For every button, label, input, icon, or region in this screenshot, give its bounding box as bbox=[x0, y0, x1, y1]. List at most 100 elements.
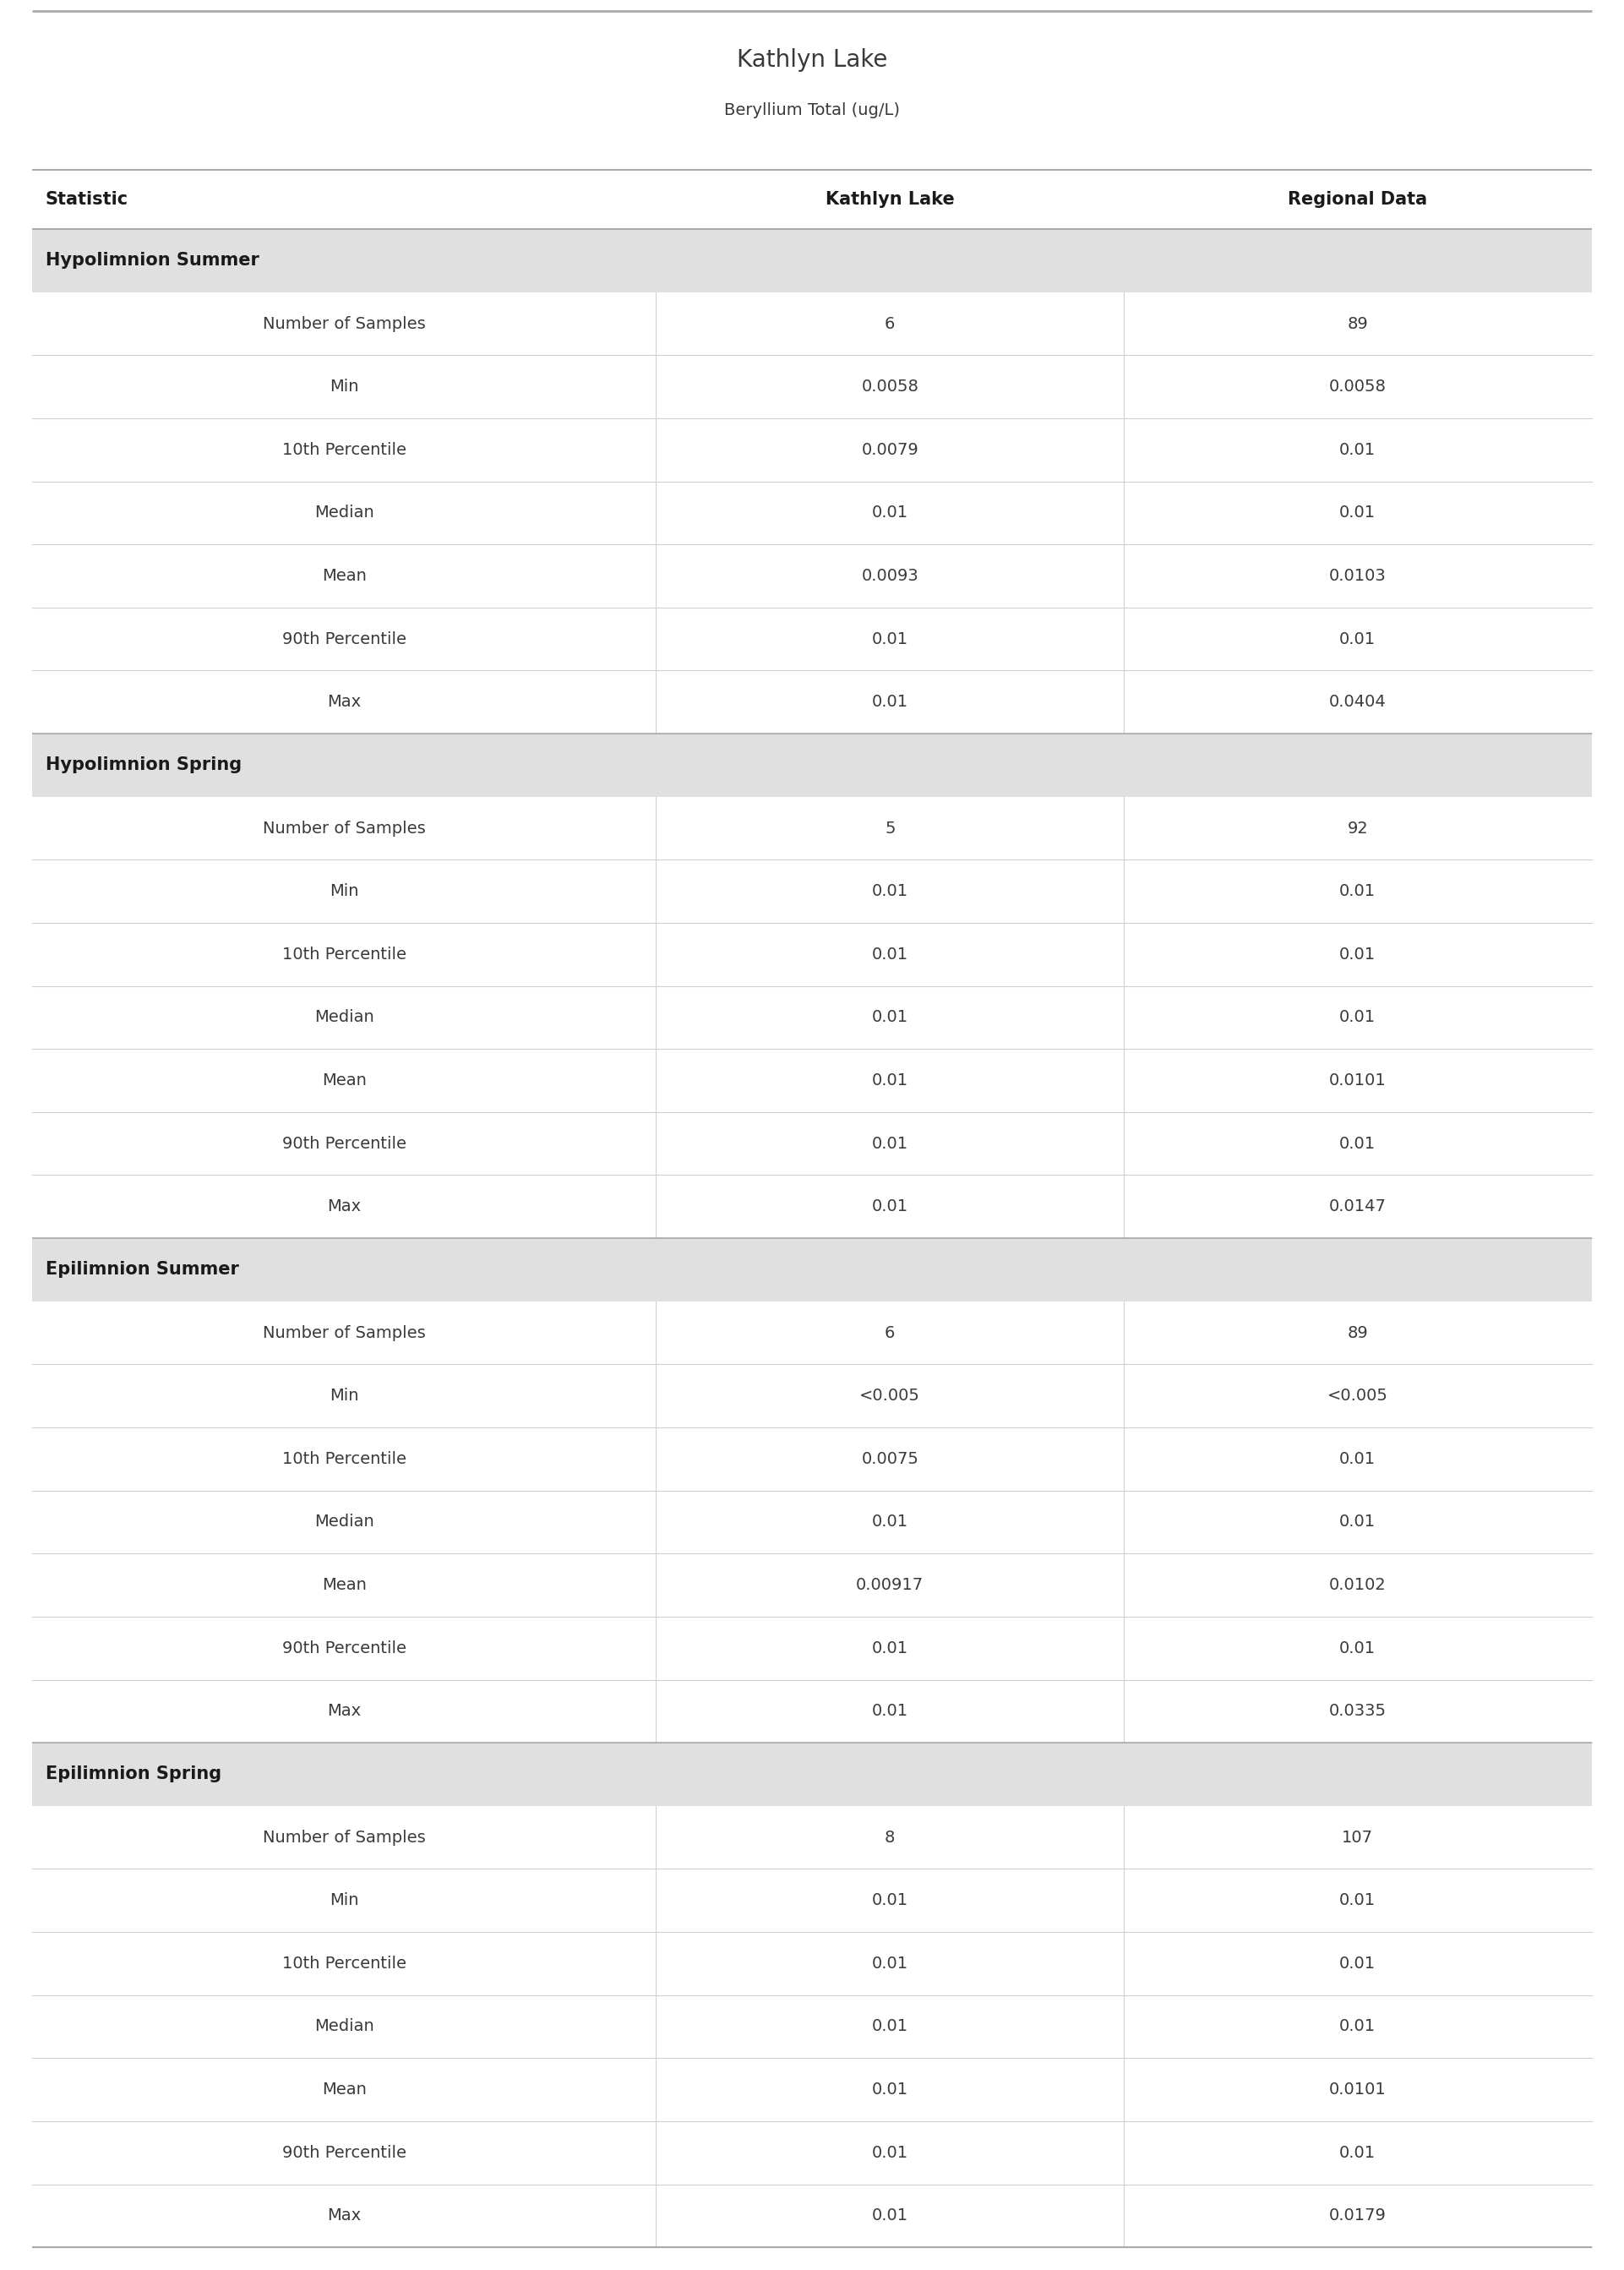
Text: 0.01: 0.01 bbox=[1340, 883, 1376, 899]
Text: 0.0404: 0.0404 bbox=[1328, 695, 1387, 711]
Text: 0.01: 0.01 bbox=[872, 1135, 908, 1151]
Text: 10th Percentile: 10th Percentile bbox=[283, 1451, 406, 1466]
Bar bbox=[32, 608, 1592, 670]
Text: 0.01: 0.01 bbox=[1340, 1893, 1376, 1909]
Text: 5: 5 bbox=[885, 819, 895, 835]
Bar bbox=[32, 985, 1592, 1049]
Text: 0.01: 0.01 bbox=[872, 2209, 908, 2225]
Text: 0.01: 0.01 bbox=[872, 1071, 908, 1090]
Bar bbox=[32, 170, 1592, 229]
Bar bbox=[32, 1176, 1592, 1237]
Bar bbox=[32, 733, 1592, 797]
Text: 0.01: 0.01 bbox=[872, 1010, 908, 1026]
Text: 0.01: 0.01 bbox=[872, 2145, 908, 2161]
Text: Beryllium Total (ug/L): Beryllium Total (ug/L) bbox=[724, 102, 900, 118]
Text: 107: 107 bbox=[1341, 1830, 1374, 1846]
Text: Hypolimnion Summer: Hypolimnion Summer bbox=[45, 252, 260, 270]
Text: 10th Percentile: 10th Percentile bbox=[283, 443, 406, 459]
Text: 6: 6 bbox=[885, 1326, 895, 1342]
Text: Statistic: Statistic bbox=[45, 191, 128, 209]
Bar bbox=[32, 860, 1592, 924]
Text: 6: 6 bbox=[885, 316, 895, 331]
Text: 0.01: 0.01 bbox=[872, 504, 908, 520]
Bar bbox=[32, 1807, 1592, 1868]
Text: Max: Max bbox=[328, 1199, 361, 1214]
Bar bbox=[32, 1868, 1592, 1932]
Bar bbox=[32, 2120, 1592, 2184]
Text: Min: Min bbox=[330, 379, 359, 395]
Text: 0.01: 0.01 bbox=[1340, 1641, 1376, 1657]
Text: 0.0147: 0.0147 bbox=[1328, 1199, 1387, 1214]
Text: 0.01: 0.01 bbox=[872, 1199, 908, 1214]
Text: 0.0179: 0.0179 bbox=[1328, 2209, 1387, 2225]
Text: 0.01: 0.01 bbox=[1340, 2018, 1376, 2034]
Text: 0.01: 0.01 bbox=[872, 947, 908, 962]
Text: 0.0101: 0.0101 bbox=[1328, 2082, 1387, 2097]
Bar bbox=[32, 1364, 1592, 1428]
Text: Epilimnion Summer: Epilimnion Summer bbox=[45, 1262, 239, 1278]
Text: 0.01: 0.01 bbox=[872, 631, 908, 647]
Text: 0.0058: 0.0058 bbox=[1328, 379, 1387, 395]
Text: 0.01: 0.01 bbox=[872, 1702, 908, 1718]
Bar bbox=[32, 1553, 1592, 1616]
Text: 8: 8 bbox=[885, 1830, 895, 1846]
Text: 90th Percentile: 90th Percentile bbox=[283, 1135, 406, 1151]
Text: 0.0103: 0.0103 bbox=[1328, 568, 1387, 583]
Text: 10th Percentile: 10th Percentile bbox=[283, 1954, 406, 1973]
Text: Median: Median bbox=[315, 1010, 374, 1026]
Text: Median: Median bbox=[315, 504, 374, 520]
Text: 0.01: 0.01 bbox=[1340, 504, 1376, 520]
Text: Hypolimnion Spring: Hypolimnion Spring bbox=[45, 756, 242, 774]
Bar bbox=[32, 2184, 1592, 2247]
Text: 89: 89 bbox=[1348, 1326, 1367, 1342]
Text: 0.01: 0.01 bbox=[872, 1641, 908, 1657]
Text: 0.0079: 0.0079 bbox=[861, 443, 919, 459]
Text: Kathlyn Lake: Kathlyn Lake bbox=[737, 48, 887, 70]
Text: 10th Percentile: 10th Percentile bbox=[283, 947, 406, 962]
Text: <0.005: <0.005 bbox=[859, 1387, 921, 1403]
Text: Mean: Mean bbox=[322, 1578, 367, 1594]
Bar bbox=[32, 481, 1592, 545]
Text: 0.0102: 0.0102 bbox=[1328, 1578, 1387, 1594]
Text: 0.01: 0.01 bbox=[872, 1514, 908, 1530]
Bar bbox=[32, 545, 1592, 608]
Bar bbox=[32, 293, 1592, 354]
Text: 0.0101: 0.0101 bbox=[1328, 1071, 1387, 1090]
Text: Min: Min bbox=[330, 1387, 359, 1403]
Text: Max: Max bbox=[328, 1702, 361, 1718]
Bar bbox=[32, 2059, 1592, 2120]
Bar bbox=[32, 924, 1592, 985]
Bar bbox=[32, 1995, 1592, 2059]
Bar bbox=[32, 1680, 1592, 1743]
Text: Number of Samples: Number of Samples bbox=[263, 819, 425, 835]
Bar bbox=[32, 1049, 1592, 1112]
Text: 90th Percentile: 90th Percentile bbox=[283, 631, 406, 647]
Text: Mean: Mean bbox=[322, 568, 367, 583]
Text: Max: Max bbox=[328, 2209, 361, 2225]
Text: Number of Samples: Number of Samples bbox=[263, 1830, 425, 1846]
Text: 0.01: 0.01 bbox=[1340, 443, 1376, 459]
Text: Mean: Mean bbox=[322, 2082, 367, 2097]
Text: Epilimnion Spring: Epilimnion Spring bbox=[45, 1766, 221, 1782]
Text: 0.01: 0.01 bbox=[872, 1954, 908, 1973]
Text: Regional Data: Regional Data bbox=[1288, 191, 1427, 209]
Bar bbox=[32, 797, 1592, 860]
Text: Min: Min bbox=[330, 883, 359, 899]
Text: 0.00917: 0.00917 bbox=[856, 1578, 924, 1594]
Text: 0.01: 0.01 bbox=[872, 695, 908, 711]
Text: 90th Percentile: 90th Percentile bbox=[283, 2145, 406, 2161]
Text: Number of Samples: Number of Samples bbox=[263, 316, 425, 331]
Bar bbox=[32, 1112, 1592, 1176]
Text: 89: 89 bbox=[1348, 316, 1367, 331]
Text: 0.01: 0.01 bbox=[872, 2018, 908, 2034]
Bar bbox=[32, 229, 1592, 293]
Text: 0.0075: 0.0075 bbox=[861, 1451, 919, 1466]
Text: Max: Max bbox=[328, 695, 361, 711]
Bar bbox=[32, 354, 1592, 418]
Text: Kathlyn Lake: Kathlyn Lake bbox=[825, 191, 955, 209]
Text: 0.0058: 0.0058 bbox=[861, 379, 919, 395]
Text: 0.01: 0.01 bbox=[1340, 1954, 1376, 1973]
Text: 0.0093: 0.0093 bbox=[861, 568, 919, 583]
Text: 0.01: 0.01 bbox=[1340, 1135, 1376, 1151]
Text: Mean: Mean bbox=[322, 1071, 367, 1090]
